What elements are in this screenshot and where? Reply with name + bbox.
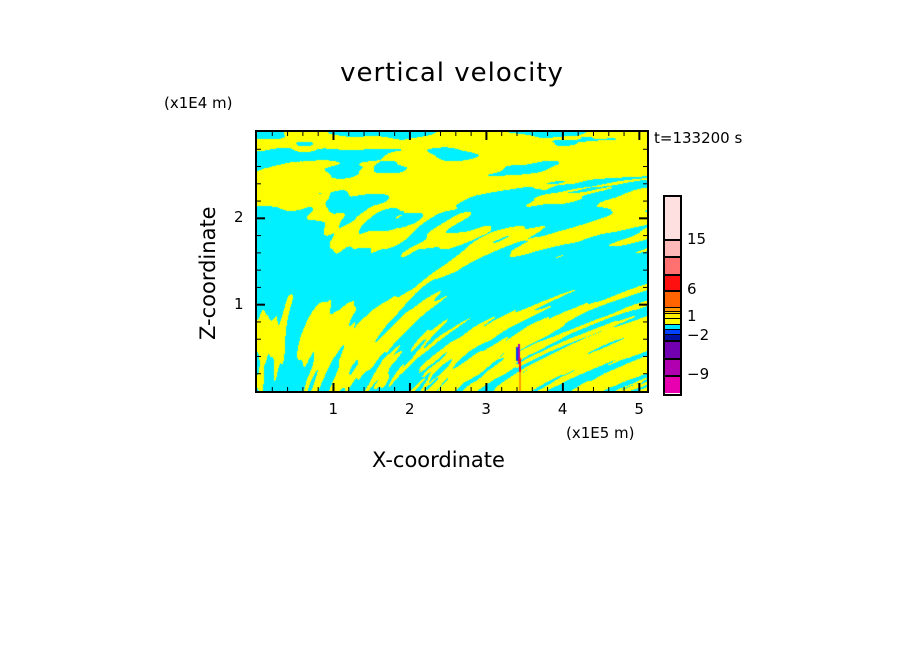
y-tick-label: 2 bbox=[234, 208, 244, 227]
x-tick-label: 1 bbox=[328, 400, 339, 418]
y-axis-unit: (x1E4 m) bbox=[164, 94, 233, 112]
colorbar-label: 1 bbox=[687, 307, 697, 325]
colorbar-segment bbox=[665, 375, 680, 393]
colorbar-segment bbox=[665, 239, 680, 256]
x-axis-label: X-coordinate bbox=[372, 448, 505, 472]
plot-area bbox=[255, 130, 649, 393]
y-tick-label: 1 bbox=[234, 294, 244, 313]
colorbar-segment bbox=[665, 329, 680, 334]
colorbar-segment bbox=[665, 290, 680, 307]
colorbar-segment bbox=[665, 197, 680, 239]
velocity-field bbox=[257, 132, 647, 391]
colorbar-segment bbox=[665, 318, 680, 324]
colorbar-segment bbox=[665, 307, 680, 311]
colorbar-label: −2 bbox=[687, 326, 710, 344]
x-tick-label: 5 bbox=[634, 400, 644, 418]
colorbar-segment bbox=[665, 313, 680, 318]
chart-title: vertical velocity bbox=[340, 58, 564, 88]
y-axis-label: Z-coordinate bbox=[196, 206, 220, 340]
colorbar-segment bbox=[665, 324, 680, 329]
colorbar-label: 15 bbox=[687, 230, 707, 248]
colorbar-segment bbox=[665, 358, 680, 375]
colorbar-segment bbox=[665, 334, 680, 340]
x-tick-label: 3 bbox=[481, 400, 491, 418]
axis-ticks bbox=[257, 132, 647, 391]
colorbar-segment bbox=[665, 256, 680, 274]
x-tick-label: 4 bbox=[557, 400, 568, 418]
colorbar-label: 6 bbox=[687, 280, 697, 298]
colorbar-segment bbox=[665, 274, 680, 290]
x-axis-unit: (x1E5 m) bbox=[566, 424, 635, 442]
time-label: t=133200 s bbox=[654, 129, 743, 147]
x-tick-label: 2 bbox=[404, 400, 415, 418]
colorbar bbox=[663, 195, 682, 396]
colorbar-label: −9 bbox=[687, 365, 710, 383]
colorbar-segment bbox=[665, 311, 680, 313]
colorbar-segment bbox=[665, 340, 680, 358]
